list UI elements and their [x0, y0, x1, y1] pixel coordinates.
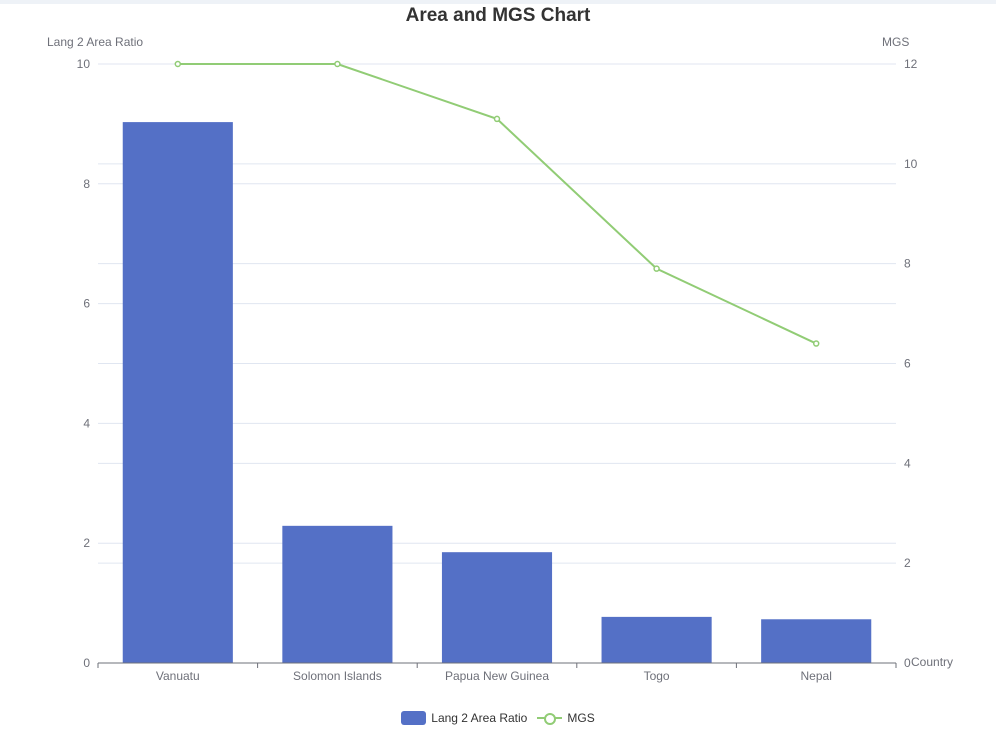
legend-bar-label: Lang 2 Area Ratio: [431, 711, 528, 725]
line-point[interactable]: [812, 340, 820, 347]
bar[interactable]: [282, 525, 393, 663]
legend-bar-swatch: [401, 711, 427, 725]
legend-item-bar[interactable]: Lang 2 Area Ratio: [401, 711, 527, 725]
bar-series: [122, 122, 872, 663]
y-right-tick-label: 0: [904, 656, 911, 670]
y-right-tick-label: 6: [904, 357, 911, 371]
y-right-tick-label: 10: [904, 157, 918, 171]
y-left-tick-label: 10: [77, 57, 91, 71]
x-tick-label: Vanuatu: [156, 669, 200, 683]
bar[interactable]: [441, 552, 553, 663]
legend-line-swatch: [537, 711, 563, 725]
y-left-axis-label: Lang 2 Area Ratio: [47, 35, 143, 49]
line-point[interactable]: [334, 60, 341, 68]
top-strip: [0, 0, 996, 4]
y-right-tick-label: 8: [904, 257, 911, 271]
axes: 0 2 4 6 8 10 0 2 4 6 8 10 12 Vanuatu Solomon Islands Pa…: [77, 57, 918, 683]
y-right-tick-label: 4: [904, 456, 911, 470]
line-point[interactable]: [174, 60, 182, 68]
chart-title: Area and MGS Chart: [405, 5, 591, 26]
bar[interactable]: [122, 122, 233, 663]
x-tick-label: Solomon Islands: [293, 669, 382, 683]
legend-item-line[interactable]: MGS: [537, 711, 595, 725]
y-left-tick-label: 0: [83, 656, 90, 670]
bar[interactable]: [601, 616, 712, 663]
line-point[interactable]: [493, 115, 501, 123]
x-tick-label: Nepal: [801, 669, 832, 683]
y-left-tick-label: 4: [83, 416, 90, 430]
x-tick-label: Togo: [644, 669, 670, 683]
y-right-axis-label: MGS: [882, 35, 909, 49]
x-axis-label: Country: [911, 655, 953, 669]
legend-line-label: MGS: [567, 711, 595, 725]
bar[interactable]: [761, 619, 872, 663]
line-series: [174, 60, 820, 347]
y-left-tick-label: 2: [83, 536, 90, 550]
y-right-tick-label: 12: [904, 57, 918, 71]
y-left-tick-label: 6: [83, 297, 90, 311]
line-point[interactable]: [653, 265, 660, 272]
mgs-line: [177, 63, 817, 345]
y-right-tick-label: 2: [904, 556, 911, 570]
legend: Lang 2 Area Ratio MGS: [0, 711, 996, 725]
y-left-tick-label: 8: [83, 177, 90, 191]
x-tick-label: Papua New Guinea: [445, 669, 549, 683]
